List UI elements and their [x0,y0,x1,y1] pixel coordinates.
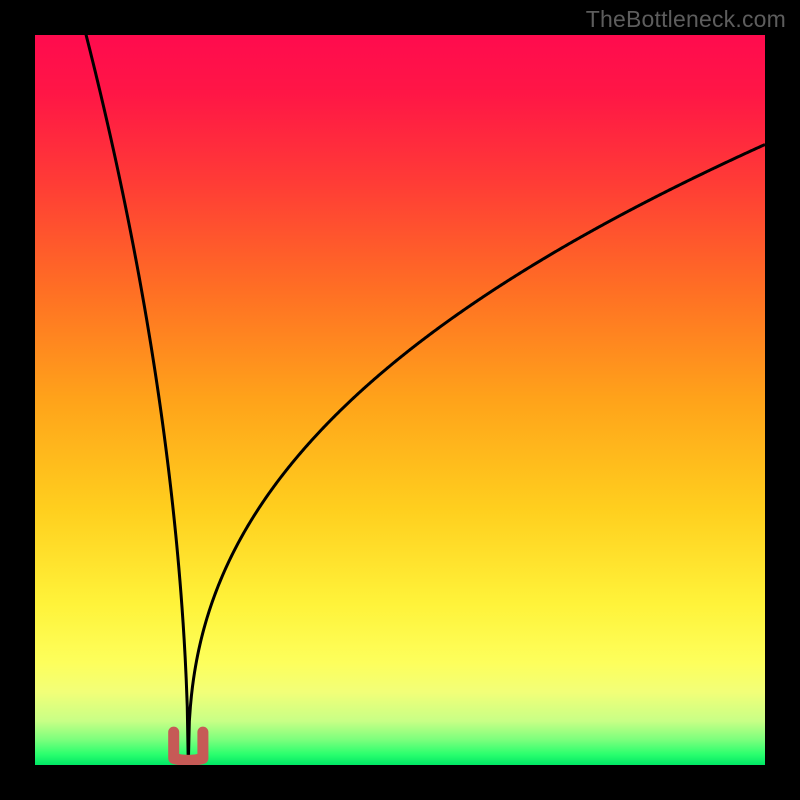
watermark-text: TheBottleneck.com [586,6,786,33]
plot-background [35,35,765,765]
stage: TheBottleneck.com [0,0,800,800]
bottleneck-plot [35,35,765,765]
